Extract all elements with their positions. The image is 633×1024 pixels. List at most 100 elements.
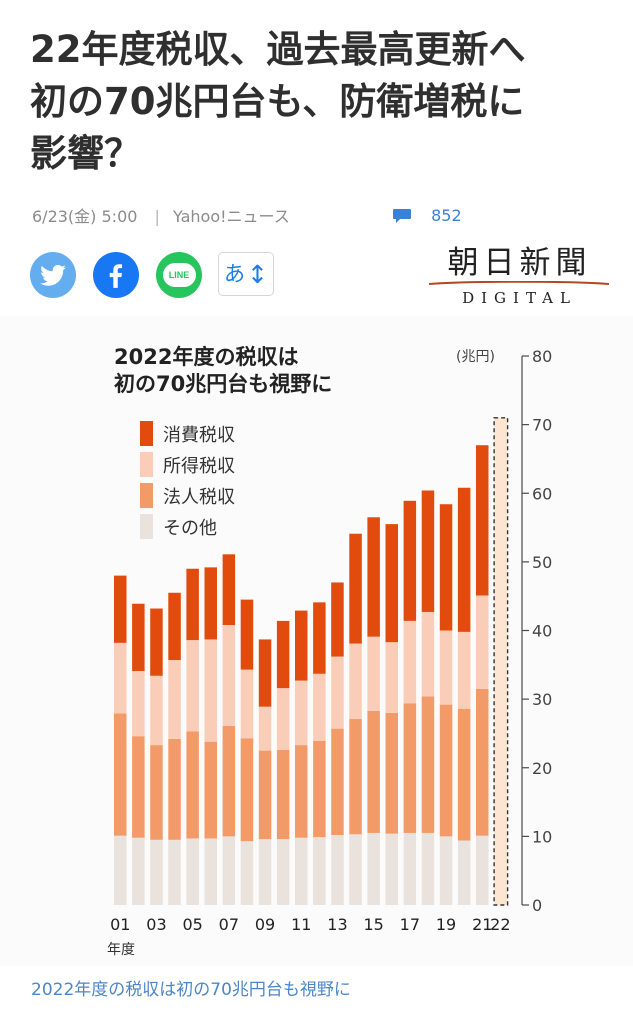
bar-16-series-3 xyxy=(385,712,398,834)
x-tick-label-09: 09 xyxy=(255,915,275,934)
y-tick-label-30: 30 xyxy=(532,690,552,709)
y-tick-label-50: 50 xyxy=(532,553,552,572)
vertical-arrows-icon: ↕ xyxy=(247,259,268,289)
bar-02-series-4 xyxy=(132,837,145,905)
headline-line-3: 影響？ xyxy=(30,132,141,175)
bar-14-series-3 xyxy=(349,719,362,835)
legend-label-2: 所得税収 xyxy=(163,456,235,477)
bar-12-series-2 xyxy=(313,673,326,741)
comment-icon xyxy=(393,209,411,223)
bar-05-series-2 xyxy=(186,640,199,732)
bar-06-series-1 xyxy=(204,567,217,640)
bar-16-series-4 xyxy=(385,833,398,905)
line-icon: LINE xyxy=(162,263,196,287)
bar-01-series-1 xyxy=(114,575,127,643)
bar-15-series-4 xyxy=(367,832,380,905)
legend-swatch-2 xyxy=(140,452,153,477)
bar-07-series-4 xyxy=(222,836,236,905)
bar-20-series-3 xyxy=(457,708,471,841)
bar-14-series-2 xyxy=(349,643,362,720)
bar-06-series-2 xyxy=(204,639,217,742)
bar-18-series-2 xyxy=(421,611,435,697)
bar-05-series-4 xyxy=(186,838,199,905)
bar-10-series-1 xyxy=(276,620,290,689)
tax-revenue-chart: 2022年度の税収は 初の70兆円台も視野に (兆円) 0 10 20 30 40 50 60 70… xyxy=(0,316,633,966)
bar-09-series-1 xyxy=(258,639,272,707)
bar-11-series-2 xyxy=(295,680,308,746)
bar-18-series-3 xyxy=(421,696,435,833)
bar-17-series-4 xyxy=(403,832,417,905)
meta-separator: | xyxy=(154,206,160,226)
bar-21-series-3 xyxy=(476,688,489,836)
bar-08-series-4 xyxy=(240,841,254,905)
bar-03-series-1 xyxy=(150,608,163,676)
bar-16-series-1 xyxy=(385,524,398,643)
bar-10-series-3 xyxy=(276,749,290,840)
bar-12-series-4 xyxy=(313,837,326,905)
bar-21-series-1 xyxy=(476,445,489,596)
bar-15-series-1 xyxy=(367,517,380,637)
bar-11-series-1 xyxy=(295,610,308,681)
x-tick-label-07: 07 xyxy=(219,915,239,934)
bar-17-series-3 xyxy=(403,703,417,833)
bar-10-series-2 xyxy=(276,688,290,750)
legend-label-4: その他 xyxy=(163,518,217,539)
bar-14-series-1 xyxy=(349,533,362,644)
bar-projection-22 xyxy=(493,417,509,906)
comment-link[interactable]: 852 xyxy=(392,203,462,229)
bar-17-series-1 xyxy=(403,500,417,621)
bar-13-series-4 xyxy=(331,835,344,905)
bar-19-series-3 xyxy=(439,704,453,837)
bar-08-series-2 xyxy=(240,669,254,739)
y-tick-label-70: 70 xyxy=(532,416,552,435)
bar-08-series-1 xyxy=(240,599,254,670)
y-tick-label-20: 20 xyxy=(532,759,552,778)
bar-01-series-2 xyxy=(114,642,127,714)
x-tick-label-05: 05 xyxy=(182,915,202,934)
asahi-digital-logo: 朝日新聞 DIGITAL xyxy=(427,246,612,306)
bar-11-series-4 xyxy=(295,837,308,905)
article-source[interactable]: Yahoo!ニュース xyxy=(173,206,290,226)
bar-06-series-4 xyxy=(204,838,217,905)
y-tick-label-60: 60 xyxy=(532,484,552,503)
bar-07-series-3 xyxy=(222,725,236,837)
logo-sub-text: DIGITAL xyxy=(462,289,577,307)
bar-21-series-2 xyxy=(476,595,489,689)
bar-15-series-2 xyxy=(367,636,380,711)
legend-label-1: 消費税収 xyxy=(163,425,235,446)
line-share-button[interactable]: LINE xyxy=(156,252,202,298)
x-tick-label-01: 01 xyxy=(110,915,130,934)
x-tick-label-11: 11 xyxy=(291,915,311,934)
bar-05-series-3 xyxy=(186,731,199,839)
bar-09-series-4 xyxy=(258,839,272,905)
bar-19-series-1 xyxy=(439,504,453,631)
bar-08-series-3 xyxy=(240,738,254,842)
x-tick-label-19: 19 xyxy=(436,915,456,934)
bar-05-series-1 xyxy=(186,568,199,641)
bar-18-series-1 xyxy=(421,490,435,612)
bar-20-series-1 xyxy=(457,487,471,632)
x-tick-label-03: 03 xyxy=(146,915,166,934)
x-axis-label: 年度 xyxy=(107,942,135,958)
legend-swatch-3 xyxy=(140,483,153,508)
bar-02-series-3 xyxy=(132,736,145,838)
bar-01-series-4 xyxy=(114,835,127,905)
font-size-button[interactable]: あ ↕ xyxy=(218,252,274,296)
chart-canvas: 2022年度の税収は初の70兆円台も視野に(兆円)010203040506070… xyxy=(107,345,552,958)
facebook-share-button[interactable] xyxy=(93,252,139,298)
bar-19-series-2 xyxy=(439,630,453,705)
bar-12-series-3 xyxy=(313,740,326,838)
facebook-icon xyxy=(109,264,123,288)
bar-03-series-3 xyxy=(150,745,163,840)
y-tick-label-40: 40 xyxy=(532,622,552,641)
bar-07-series-1 xyxy=(222,554,236,626)
font-size-label: あ xyxy=(224,261,246,286)
bar-19-series-4 xyxy=(439,836,453,905)
bar-01-series-3 xyxy=(114,713,127,836)
bar-02-series-2 xyxy=(132,670,145,737)
bar-04-series-3 xyxy=(168,738,181,840)
bar-17-series-2 xyxy=(403,620,417,704)
twitter-share-button[interactable] xyxy=(30,252,76,298)
comment-count: 852 xyxy=(431,206,462,225)
y-tick-label-80: 80 xyxy=(532,347,552,366)
